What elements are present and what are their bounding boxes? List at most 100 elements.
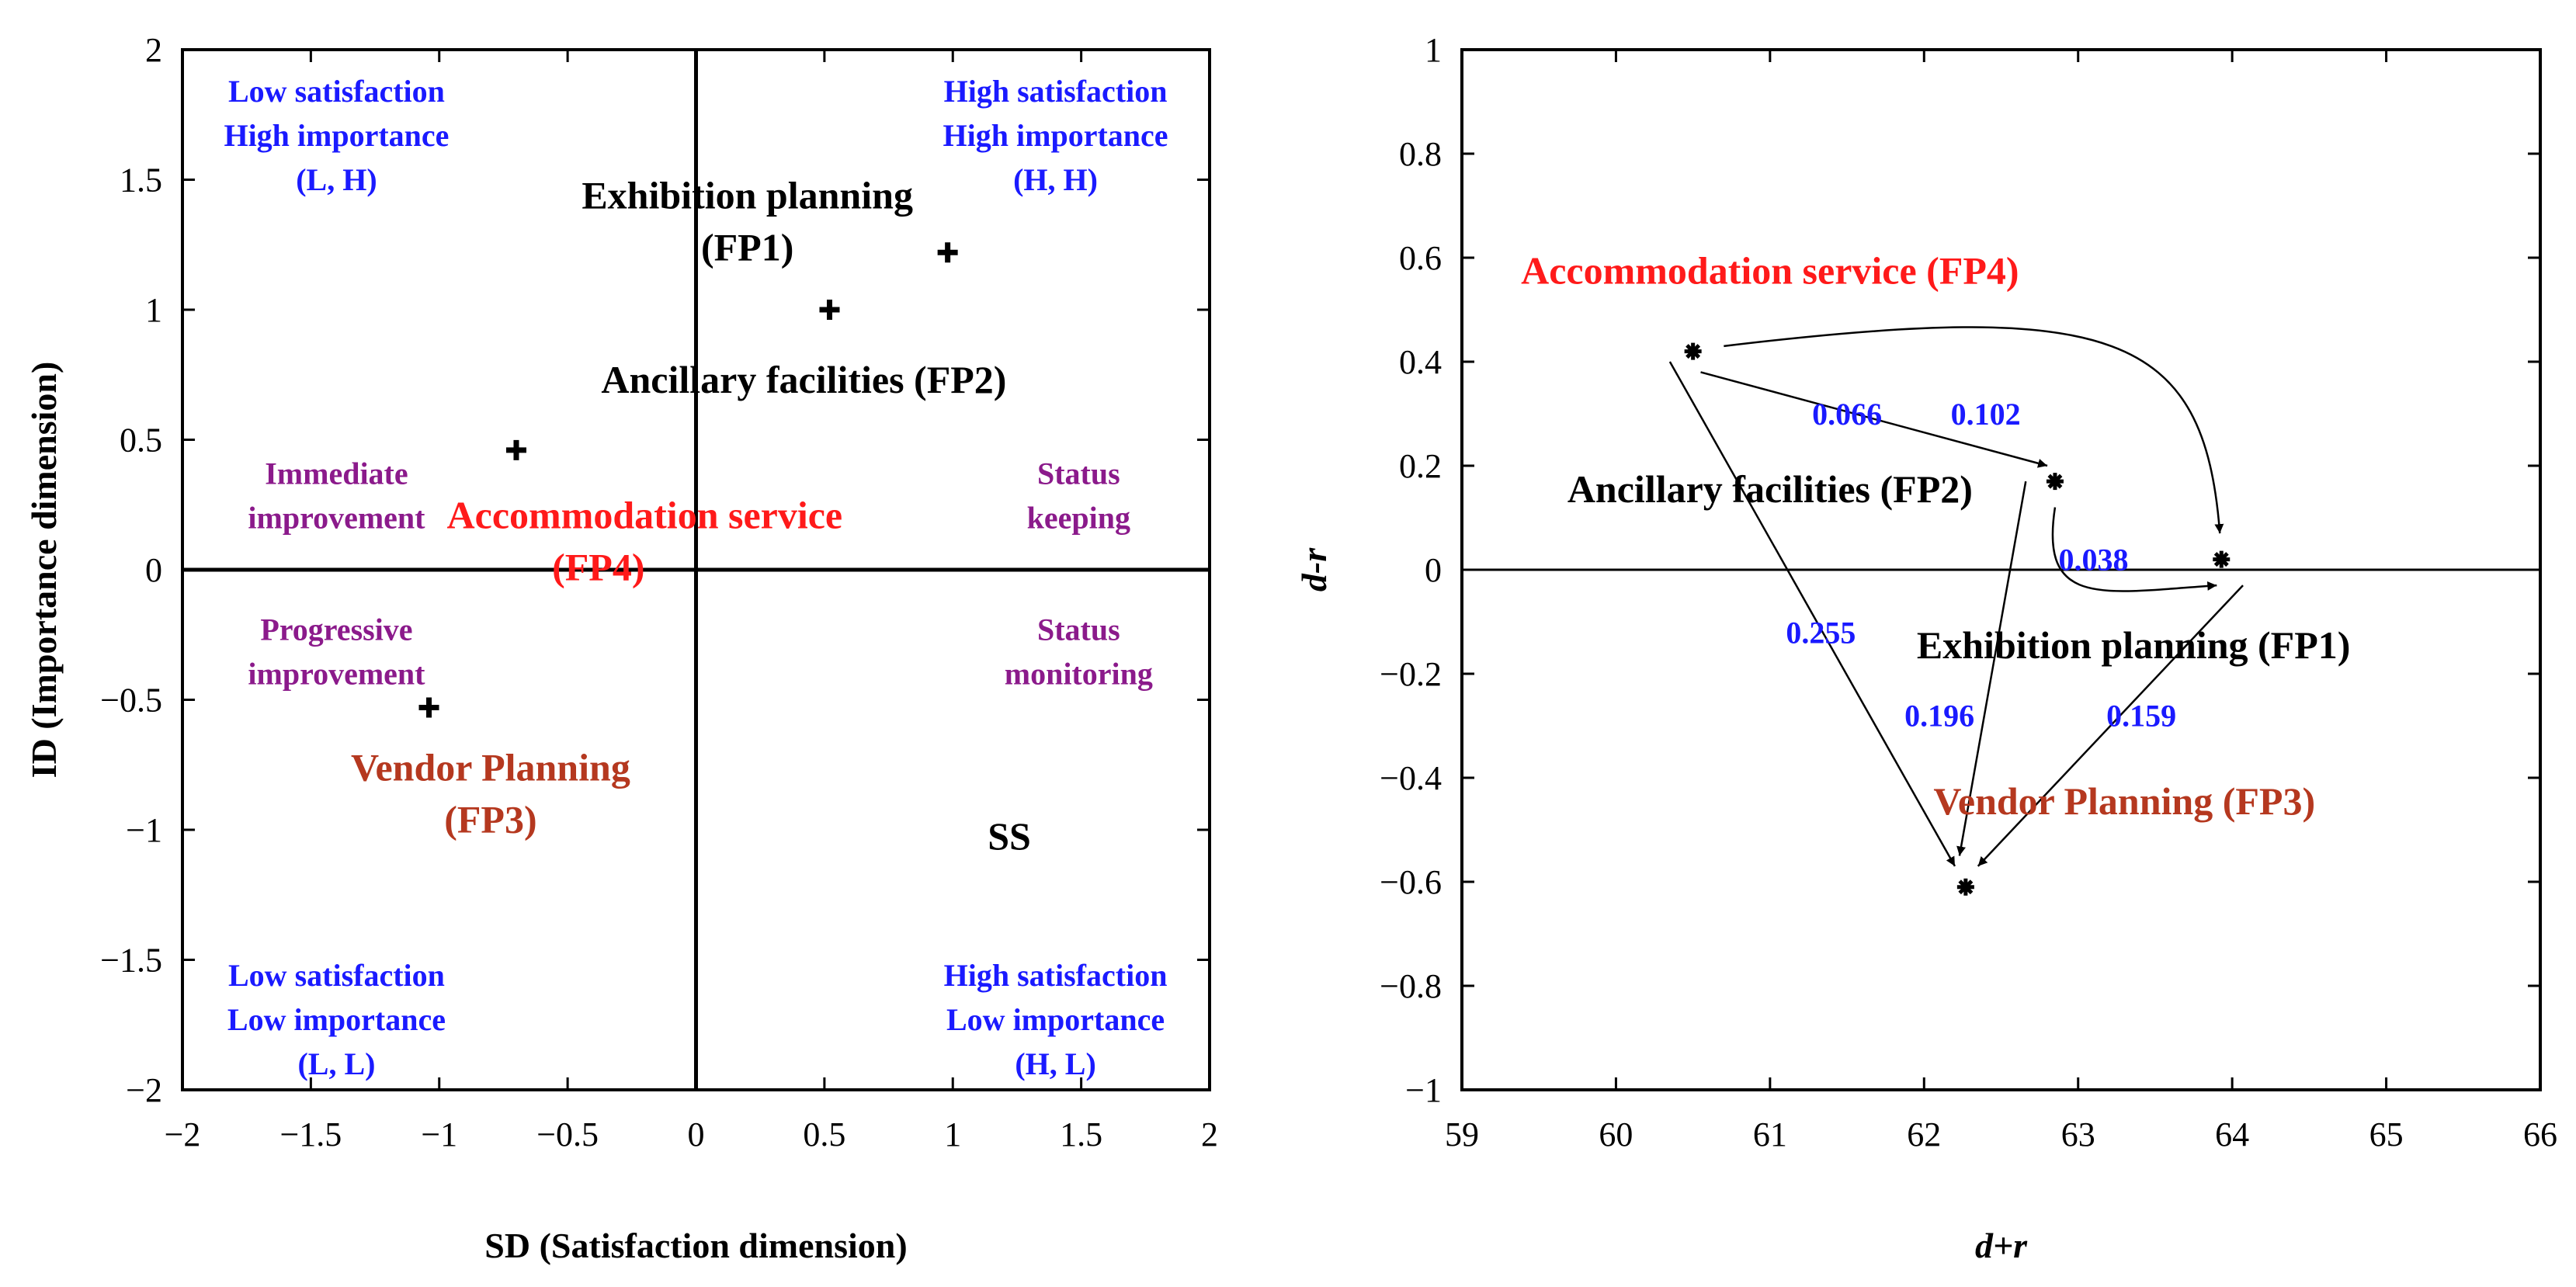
quadrant-label: Status monitoring [1005,612,1153,691]
quadrant-label-line: (H, H) [1013,162,1098,197]
point-label: (FP1) [701,225,793,269]
x-tick-label: −1 [421,1115,457,1153]
y-tick-label: 1 [145,291,162,329]
annotation-label: SS [988,814,1031,858]
quadrant-label-line: improvement [248,656,425,691]
quadrant-label-line: (H, L) [1015,1046,1095,1081]
x-tick-label: −2 [165,1115,201,1153]
x-tick-label: 2 [1201,1115,1218,1153]
influence-arrow [1668,361,1956,867]
x-tick-label: 1 [944,1115,961,1153]
y-tick-label: 1.5 [120,161,162,199]
data-point [1956,878,1974,896]
quadrant-label-line: (L, H) [296,162,377,197]
data-point [505,439,526,460]
quadrant-label: Status keeping [1027,456,1130,535]
quadrant-label: Low satisfaction Low importance (L, L) [227,958,446,1081]
y-tick-label: −1 [126,811,162,849]
y-tick-label: −0.6 [1380,863,1442,901]
data-point [2046,473,2064,491]
quadrant-label-line: Low satisfaction [228,74,445,109]
y-tick-label: 2 [145,31,162,69]
influence-arrow [2051,507,2217,592]
y-tick-label: 0.5 [120,421,162,460]
influence-arrow [1977,585,2244,867]
x-tick-label: 63 [2061,1115,2095,1153]
data-point [819,300,840,320]
quadrant-label-line: Status [1037,612,1120,647]
x-tick-label: 60 [1599,1115,1633,1153]
quadrant-label-line: Status [1037,456,1120,491]
x-tick-label: 65 [2369,1115,2404,1153]
y-axis-title: d-r [1294,547,1334,591]
y-tick-label: −0.5 [100,682,162,720]
quadrant-label-line: Progressive [260,612,412,647]
y-tick-label: 0.8 [1399,135,1442,173]
quadrant-label-line: High satisfaction [944,958,1168,993]
quadrant-label-line: monitoring [1005,656,1153,691]
quadrant-label: High satisfaction High importance (H, H) [943,74,1168,197]
x-tick-label: 59 [1445,1115,1479,1153]
quadrant-label: Immediate improvement [248,456,425,535]
y-tick-label: −1.5 [100,942,162,980]
point-label: (FP3) [444,797,536,841]
x-tick-label: 1.5 [1060,1115,1102,1153]
data-point [937,242,958,263]
y-tick-label: 0 [1425,551,1442,589]
y-tick-label: 0.4 [1399,343,1442,381]
x-axis-title: d+r [1975,1226,2028,1265]
x-tick-label: 61 [1753,1115,1787,1153]
quadrant-label-line: (L, L) [297,1046,375,1081]
y-tick-label: −0.8 [1380,967,1442,1005]
quadrant-label-line: High importance [943,118,1168,153]
data-point [2213,550,2231,568]
influence-weight-label: 0.159 [2106,699,2176,734]
point-label: Vendor Planning (FP3) [1933,779,2315,823]
influence-weight-label: 0.038 [2059,543,2129,578]
influence-arrow [1724,326,2224,534]
influence-arrow [1700,371,2048,468]
point-label: Accommodation service (FP4) [1521,249,2019,293]
point-label: Accommodation service [447,493,843,536]
quadrant-label-line: Low importance [227,1002,446,1037]
x-tick-label: 0 [688,1115,705,1153]
point-label: Ancillary facilities (FP2) [601,358,1006,401]
y-tick-label: −0.4 [1380,759,1442,797]
y-tick-label: 0 [145,551,162,589]
point-label: Exhibition planning (FP1) [1917,623,2351,667]
quadrant-label: Low satisfaction High importance (L, H) [224,74,449,197]
causal-diagram-plot: d+r d-r 59 60 61 62 63 64 65 66 −1 −0.8 −0.6 −0.4 −0… [1294,31,2557,1265]
point-label: Exhibition planning [582,173,913,217]
y-tick-label: −1 [1405,1071,1442,1109]
importance-satisfaction-plot: SD (Satisfaction dimension) ID (Importan… [24,31,1218,1265]
quadrant-label-line: Immediate [265,456,408,491]
quadrant-label-line: Low satisfaction [228,958,445,993]
x-tick-label: 66 [2523,1115,2557,1153]
y-axis-title: ID (Importance dimension) [24,362,64,779]
quadrant-label-line: keeping [1027,500,1130,535]
data-point [418,697,439,718]
x-tick-label: 62 [1907,1115,1941,1153]
point-label: Vendor Planning [351,745,630,789]
x-tick-label: 64 [2215,1115,2249,1153]
x-tick-label: −1.5 [279,1115,342,1153]
y-tick-label: −2 [126,1071,162,1109]
influence-weight-label: 0.066 [1812,397,1882,432]
quadrant-label: High satisfaction Low importance (H, L) [944,958,1168,1081]
x-tick-label: −0.5 [536,1115,599,1153]
y-tick-label: −0.2 [1380,655,1442,693]
point-label: Ancillary facilities (FP2) [1567,467,1973,511]
influence-arrow [1956,480,2027,856]
quadrant-label-line: High importance [224,118,449,153]
y-tick-label: 0.6 [1399,239,1442,277]
x-axis-title: SD (Satisfaction dimension) [484,1226,907,1265]
x-tick-label: 0.5 [803,1115,845,1153]
y-tick-label: 1 [1425,31,1442,69]
influence-weight-label: 0.255 [1786,615,1856,650]
point-label: (FP4) [552,545,644,588]
influence-weight-label: 0.102 [1951,397,2021,432]
quadrant-label: Progressive improvement [248,612,425,691]
data-point [1684,342,1702,360]
quadrant-label-line: Low importance [946,1002,1165,1037]
